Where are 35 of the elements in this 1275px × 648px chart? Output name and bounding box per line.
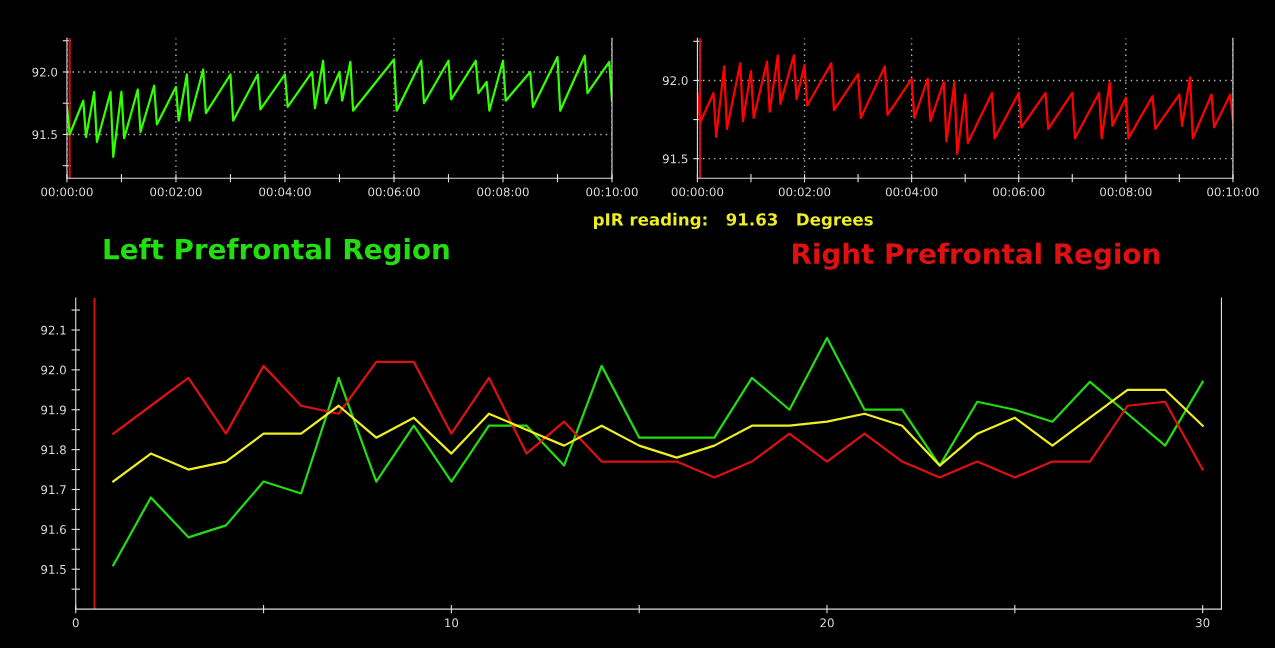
y-tick-label: 91.7 [41,485,66,495]
text: Left Prefrontal Region [104,238,449,266]
y-tick-label: 92.0 [41,365,66,375]
y-tick-label: 91.6 [41,525,66,535]
x-tick-label: 10 [445,618,459,628]
x-tick-label: 20 [820,618,834,628]
y-tick-label: 91.5 [41,564,66,574]
x-tick-label: 00:00:00 [671,187,724,197]
x-tick-label: 00:10:00 [1207,187,1259,197]
x-tick-label: 00:06:00 [368,187,420,197]
x-tick-label: 0 [72,618,79,628]
x-tick-label: 00:10:00 [586,187,638,197]
line-series [697,54,1233,156]
y-tick-label: 91.5 [32,130,57,140]
text: pIR reading: 91.63 Degrees [594,212,873,230]
text: Right Prefrontal Region [793,242,1160,270]
y-tick-label: 91.9 [41,405,66,415]
x-tick-label: 00:06:00 [992,187,1045,197]
y-tick-label: 91.5 [662,154,688,164]
y-tick-label: 92.1 [41,325,66,335]
line-series [112,388,1204,483]
y-tick-label: 92.0 [662,76,688,86]
x-tick-label: 00:08:00 [477,187,529,197]
line-series [66,54,612,159]
x-tick-label: 00:02:00 [778,187,831,197]
x-tick-label: 00:02:00 [150,187,202,197]
x-tick-label: 30 [1196,618,1210,628]
x-tick-label: 00:04:00 [885,187,938,197]
y-tick-label: 92.0 [32,67,58,77]
x-tick-label: 00:00:00 [41,187,93,197]
x-tick-label: 00:08:00 [1100,187,1152,197]
x-tick-label: 00:04:00 [259,187,311,197]
y-tick-label: 91.8 [41,445,66,455]
line-series [112,336,1204,567]
line-series [112,360,1204,479]
